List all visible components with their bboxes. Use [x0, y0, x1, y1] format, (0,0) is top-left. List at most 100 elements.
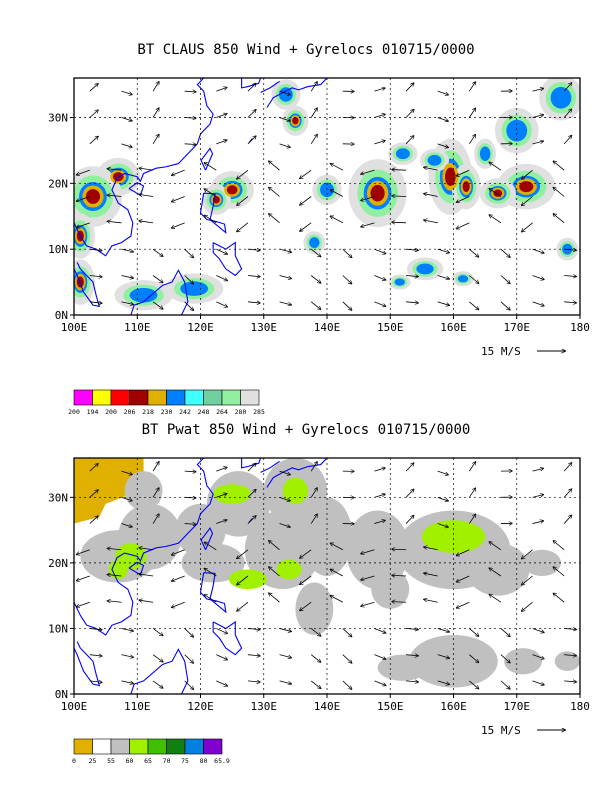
wind-vector [310, 628, 320, 635]
coastline [260, 460, 280, 473]
wind-vector [77, 549, 90, 555]
coastline [200, 147, 214, 171]
wind-vector [279, 301, 292, 305]
wind-vector [310, 488, 317, 498]
pwat-region [466, 543, 530, 596]
wind-vector [152, 680, 163, 688]
wind-vector [553, 214, 565, 224]
cloud-core [292, 117, 299, 125]
wind-vector [139, 194, 154, 196]
coastline [200, 527, 214, 551]
wind-vector [310, 514, 317, 524]
x-tick-label: 120E [187, 321, 214, 334]
wind-vector [468, 135, 475, 145]
wind-vector [184, 471, 196, 472]
cloud-level [506, 119, 528, 142]
wind-vector [152, 248, 163, 256]
wind-vector [89, 464, 98, 472]
wind-vector [152, 134, 159, 145]
wind-vector [330, 190, 344, 197]
wind-vector [279, 143, 290, 147]
colorbar-label: 55 [107, 757, 115, 765]
wind-vector [564, 681, 576, 682]
wind-vector [374, 248, 385, 253]
x-tick-label: 120E [187, 700, 214, 713]
cloud-core [519, 181, 534, 193]
colorbar-label: 60 [126, 757, 134, 765]
cloud-level [309, 237, 320, 249]
x-tick-label: 100E [61, 321, 88, 334]
cloud-core [493, 189, 503, 197]
wind-vector [172, 196, 185, 202]
wind-vector [216, 628, 227, 633]
pwat-region [409, 635, 498, 688]
pwat-region [295, 582, 334, 635]
wind-vector [279, 470, 290, 474]
x-tick-label: 140E [314, 700, 341, 713]
wind-vector [121, 628, 133, 631]
colorbar-swatch [92, 738, 112, 755]
y-tick-label: 0N [55, 309, 68, 322]
wind-vector [152, 654, 163, 662]
wind-vector [279, 117, 290, 121]
wind-vector [89, 276, 102, 277]
wind-vector [204, 189, 217, 197]
wind-vector [139, 574, 154, 576]
coastline [128, 561, 145, 576]
wind-vector [406, 249, 418, 250]
wind-vector [437, 117, 448, 122]
wind-vector [489, 594, 502, 603]
wind-vector [392, 196, 407, 197]
wind-vector [489, 568, 502, 577]
wind-vector [89, 490, 98, 498]
colorbar-label: 285 [253, 408, 265, 416]
wind-vector [237, 601, 249, 611]
wind-vector [89, 84, 98, 92]
colorbar-swatch [110, 738, 130, 755]
wind-vector [121, 680, 133, 684]
cloud-core [85, 189, 101, 204]
x-tick-label: 130E [251, 321, 278, 334]
colorbar-swatch [240, 389, 260, 406]
wind-vector [392, 170, 407, 171]
wind-vector [437, 90, 448, 95]
wind-vector [89, 516, 98, 524]
wind-vector [279, 275, 292, 279]
wind-vector [361, 549, 375, 554]
wind-vectors [77, 82, 577, 310]
wind-vector [424, 547, 438, 551]
wind-vector [152, 301, 163, 309]
wind-vector [392, 602, 407, 603]
cloud-core [462, 181, 470, 193]
wind-vector [361, 196, 375, 201]
x-tick-label: 140E [314, 321, 341, 334]
coastline [260, 80, 280, 93]
wind-vector [553, 593, 565, 603]
wind-vector [469, 654, 478, 663]
wind-vector [152, 628, 163, 635]
colorbar-label: 0 [72, 757, 76, 765]
wind-vector [374, 520, 385, 524]
colorbar-swatch [147, 738, 167, 755]
wind-vector [330, 164, 344, 171]
coastline [266, 458, 328, 488]
wind-vector [532, 275, 544, 280]
wind-vector [374, 301, 385, 306]
wind-vector [563, 489, 571, 498]
wind-vector [121, 117, 131, 121]
wind-vector [121, 275, 133, 279]
colorbar-label: 206 [124, 408, 136, 416]
wind-vector [424, 194, 438, 197]
colorbar-swatch [221, 389, 241, 406]
wind-vector [374, 114, 385, 118]
wind-vector [437, 680, 449, 684]
wind-vector [121, 496, 131, 500]
cloud-core [445, 167, 456, 186]
wind-vector [269, 593, 280, 603]
wind-vector [405, 463, 414, 472]
cloud-level [550, 86, 572, 109]
wind-vector [424, 599, 438, 603]
wind-vector [374, 680, 385, 685]
colorbar-swatch [129, 389, 149, 406]
wind-vector [374, 654, 385, 659]
